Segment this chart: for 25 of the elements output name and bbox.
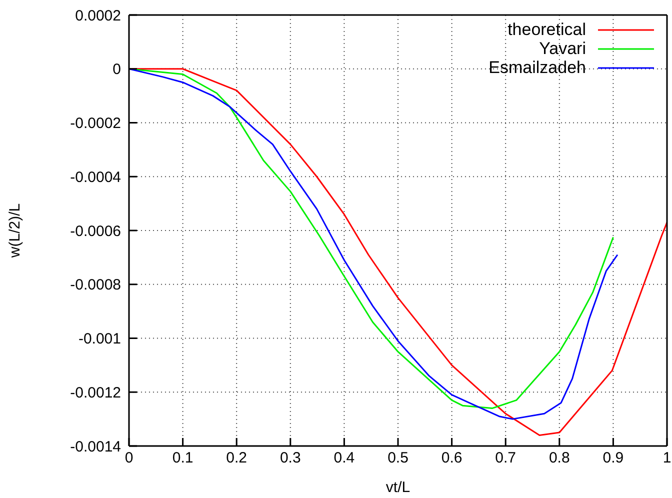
x-tick-label: 0.6 bbox=[441, 450, 462, 467]
x-tick-label: 0.1 bbox=[172, 450, 194, 467]
y-tick-label: -0.001 bbox=[78, 330, 121, 348]
x-tick-label: 0.3 bbox=[280, 450, 301, 467]
legend-label: Yavari bbox=[539, 39, 586, 58]
x-tick-label: 0.8 bbox=[548, 450, 570, 467]
x-tick-label: 0.7 bbox=[495, 450, 516, 467]
y-tick-label: -0.0008 bbox=[70, 276, 121, 294]
y-tick-label: -0.0006 bbox=[70, 222, 121, 240]
legend-label: theoretical bbox=[508, 20, 586, 39]
x-tick-label: 0.9 bbox=[602, 450, 624, 467]
y-tick-label: 0.0002 bbox=[75, 7, 121, 24]
x-axis-title: vt/L bbox=[386, 479, 410, 496]
y-tick-label: -0.0012 bbox=[70, 384, 121, 402]
y-axis-title: w(L/2)/L bbox=[6, 203, 24, 259]
x-tick-label: 0 bbox=[124, 450, 134, 467]
y-tick-label: 0 bbox=[112, 61, 121, 78]
y-tick-label: -0.0004 bbox=[70, 168, 121, 186]
x-tick-label: 1 bbox=[662, 450, 672, 467]
y-tick-label: -0.0014 bbox=[70, 438, 121, 456]
x-tick-label: 0.5 bbox=[388, 450, 408, 467]
x-tick-label: 0.2 bbox=[226, 450, 248, 467]
y-tick-label: -0.0002 bbox=[70, 115, 121, 132]
legend-label: Esmailzadeh bbox=[488, 58, 586, 77]
x-tick-label: 0.4 bbox=[334, 450, 355, 467]
